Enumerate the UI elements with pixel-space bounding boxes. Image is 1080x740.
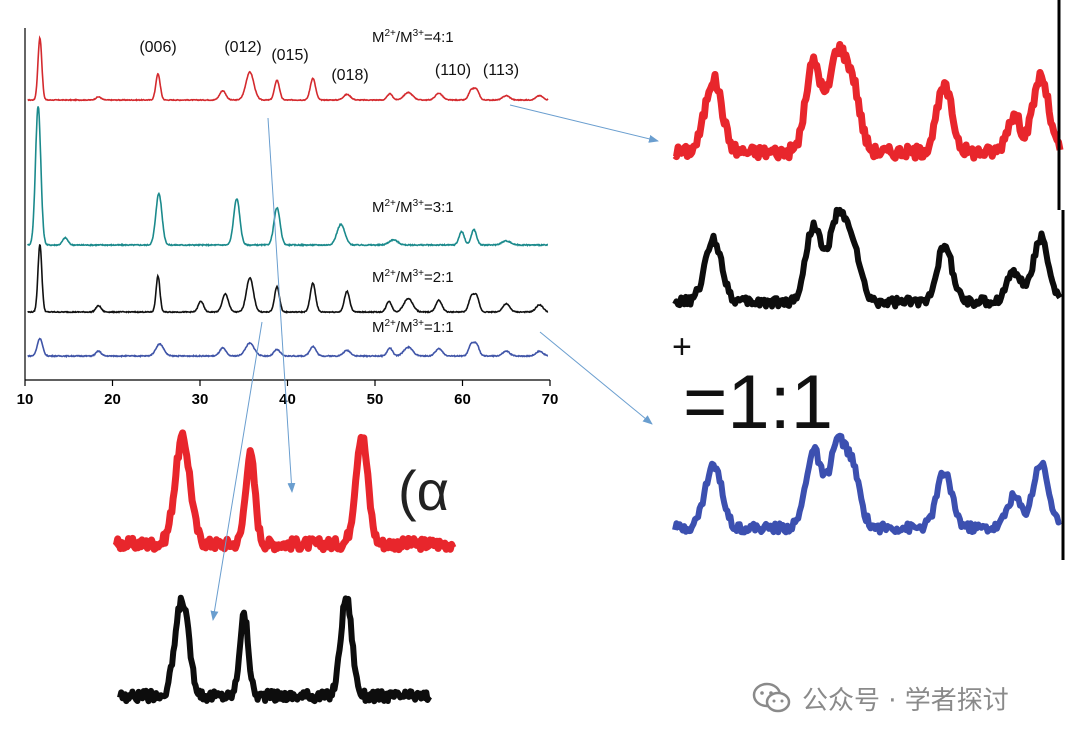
series-group (26, 35, 549, 359)
peak-label: (006) (139, 39, 176, 56)
wechat-icon (752, 682, 792, 714)
inset-phase-text: (α (398, 459, 449, 522)
x-tick-label: 50 (367, 391, 384, 408)
series-line-1-1 (27, 337, 549, 359)
peak-label-group: (006) (012) (015) (018) (110) (113) (139, 39, 519, 84)
arrow-to-left-top (267, 117, 296, 493)
arrow-to-left-bottom (210, 321, 263, 621)
zoom-inset-group: =1:1+ (α (112, 0, 1065, 705)
peak-label: (012) (224, 39, 261, 56)
inset-line-zoom-right-top (672, 41, 1064, 162)
series-label-4-1: M2+/M3+=4:1 (372, 28, 454, 46)
peak-label: (018) (331, 67, 368, 84)
series-label-3-1: M2+/M3+=3:1 (372, 198, 454, 216)
peak-label: (110) (435, 62, 471, 79)
series-label-1-1: M2+/M3+=1:1 (372, 318, 454, 336)
x-tick-label: 70 (542, 391, 559, 408)
series-label-group: M2+/M3+=4:1 M2+/M3+=3:1 M2+/M3+=2:1 M2+/M3+… (372, 28, 454, 336)
inset-line-zoom-left-bottom (117, 594, 433, 705)
x-tick-label: 60 (454, 391, 471, 408)
series-label-2-1: M2+/M3+=2:1 (372, 268, 454, 286)
series-line-2-1 (27, 243, 549, 314)
x-tick-label: 40 (279, 391, 296, 408)
watermark-text: 公众号 · 学者探讨 (802, 685, 1009, 716)
series-line-4-1 (27, 35, 549, 102)
arrow-group (210, 104, 659, 621)
arrow-to-right-top (509, 104, 659, 143)
inset-ratio-text: =1:1 (683, 360, 833, 445)
watermark: 公众号 · 学者探讨 (752, 680, 1009, 716)
inset-superscript: + (672, 328, 692, 366)
x-tick-group: 10 20 30 40 50 60 70 (17, 380, 559, 408)
peak-label: (015) (271, 47, 308, 64)
inset-line-zoom-left-top (112, 429, 457, 554)
x-tick-label: 20 (104, 391, 121, 408)
inset-line-zoom-right-mid (672, 206, 1063, 310)
arrow-to-right-bottom (539, 331, 653, 425)
peak-label: (113) (483, 62, 519, 79)
series-line-3-1 (26, 106, 549, 248)
inset-line-zoom-right-bottom (672, 432, 1063, 536)
x-tick-label: 10 (17, 391, 34, 408)
x-tick-label: 30 (192, 391, 209, 408)
main-xrd-plot: 10 20 30 40 50 60 70 (006) (012) (015) (018) (110)… (17, 28, 559, 408)
